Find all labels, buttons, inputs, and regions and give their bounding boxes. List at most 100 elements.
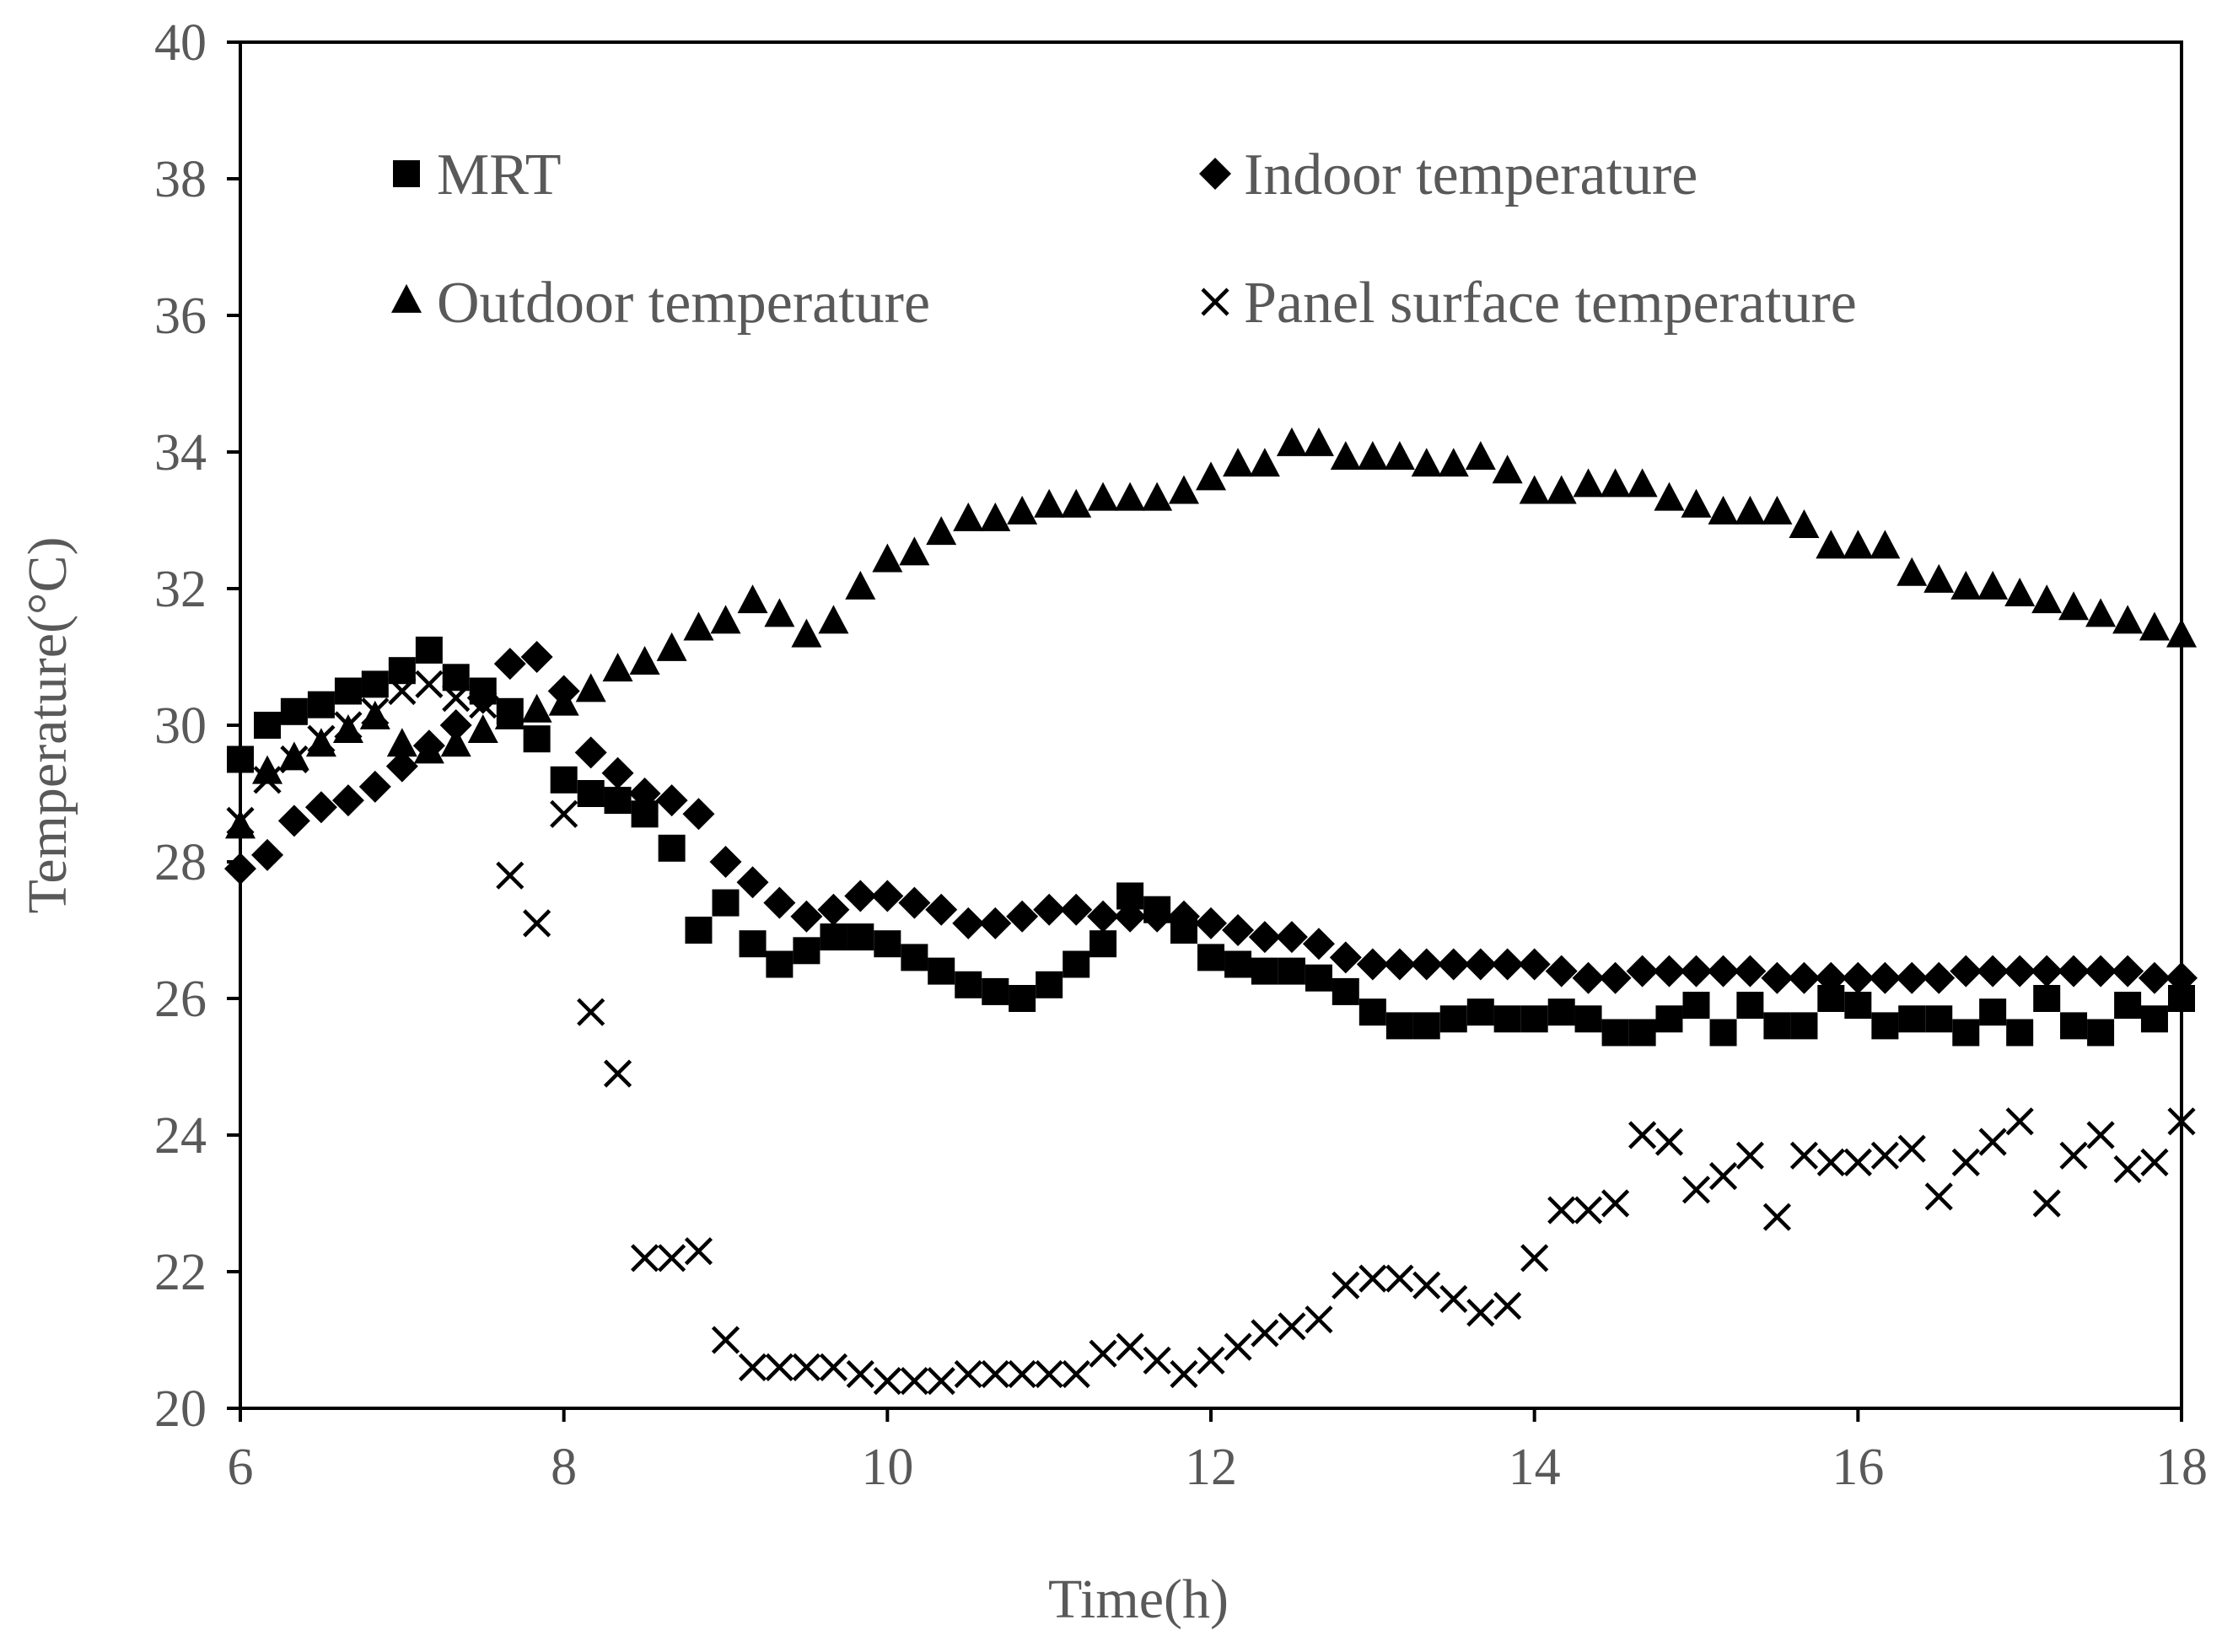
data-point (712, 889, 740, 917)
data-point (1088, 482, 1119, 511)
data-point (1923, 563, 1955, 593)
data-point (466, 681, 499, 714)
data-point (1060, 893, 1093, 926)
data-point (900, 1367, 928, 1396)
data-point (1305, 964, 1332, 992)
data-point (2112, 605, 2144, 634)
data-point (1358, 998, 1386, 1026)
data-point (1492, 455, 1523, 484)
data-point (1520, 1244, 1549, 1273)
data-point (709, 846, 742, 878)
data-point (791, 618, 822, 648)
data-point (1952, 1019, 1980, 1047)
data-point (1870, 1141, 1899, 1170)
data-point (1923, 961, 1956, 994)
data-point (1736, 992, 1764, 1020)
y-tick-label: 36 (154, 288, 207, 345)
data-point (2006, 1019, 2034, 1047)
data-point (901, 944, 928, 971)
data-point (1439, 1284, 1468, 1313)
data-point (1168, 475, 1199, 504)
data-point (1843, 1148, 1872, 1176)
data-point (711, 1326, 740, 1354)
data-point (1491, 948, 1524, 981)
data-point (602, 653, 633, 682)
data-point (1843, 530, 1874, 559)
data-point (1708, 1162, 1738, 1191)
data-point (1197, 1346, 1225, 1375)
data-point (1251, 1319, 1279, 1348)
y-axis-title: Temperature(°C) (17, 537, 78, 914)
data-point (1519, 475, 1550, 504)
data-point (1276, 427, 1307, 456)
data-point (307, 691, 335, 718)
x-tick-label: 8 (551, 1439, 577, 1496)
data-point (227, 745, 254, 773)
data-point (1437, 948, 1470, 981)
data-point (1248, 921, 1281, 954)
data-point (1223, 448, 1254, 477)
data-point (765, 1353, 794, 1381)
data-point (2086, 1121, 2115, 1149)
legend-label: Outdoor temperature (437, 271, 930, 336)
data-point (361, 697, 390, 726)
x-tick-label: 18 (2155, 1439, 2208, 1496)
data-point (1788, 961, 1821, 994)
data-point (334, 677, 362, 705)
data-point (1329, 941, 1362, 974)
data-point (604, 787, 632, 815)
y-axis-tick-labels: 20 22 24 26 28 30 32 34 36 38 40 (154, 14, 207, 1438)
data-point (521, 693, 552, 723)
data-point (225, 810, 256, 839)
data-point (1033, 893, 1066, 926)
data-point (550, 799, 578, 828)
data-point (2167, 1107, 2196, 1136)
data-point (1167, 900, 1200, 933)
data-point (358, 770, 391, 803)
data-point (820, 923, 847, 951)
data-point (254, 712, 282, 739)
data-point (550, 766, 578, 794)
x-tick-label: 6 (228, 1439, 254, 1496)
x-axis-title: Time(h) (1048, 1569, 1229, 1630)
data-point (873, 1367, 901, 1396)
legend-label: MRT (437, 143, 562, 207)
y-tick-label: 30 (154, 697, 207, 755)
data-point (1412, 1271, 1441, 1300)
data-point (280, 745, 309, 774)
data-point (2085, 598, 2117, 627)
data-point (819, 1353, 848, 1381)
data-point (979, 907, 1012, 939)
data-point (1278, 1312, 1306, 1341)
data-point (871, 880, 904, 912)
data-point (1977, 570, 2009, 600)
data-point (1628, 1019, 1656, 1047)
legend-marker (1201, 288, 1229, 316)
data-point (925, 893, 958, 926)
data-point (331, 784, 364, 817)
data-point (1222, 914, 1255, 946)
y-tick-label: 32 (154, 561, 207, 618)
data-point (252, 755, 283, 784)
data-point (251, 838, 284, 871)
y-tick-label: 20 (154, 1380, 207, 1438)
data-point (2166, 618, 2197, 648)
data-point (1089, 1339, 1117, 1368)
data-point (1115, 482, 1146, 511)
data-point (1357, 441, 1388, 471)
data-point (1493, 1291, 1522, 1321)
data-point (1275, 921, 1308, 954)
data-point (1547, 998, 1575, 1026)
data-point (1114, 900, 1147, 933)
data-point (305, 728, 336, 757)
data-point (496, 861, 525, 890)
data-point (792, 1353, 821, 1381)
data-point (2059, 1141, 2088, 1170)
data-point (2113, 1154, 2142, 1184)
data-point (981, 1359, 1009, 1389)
data-point (629, 646, 660, 675)
data-point (413, 735, 444, 764)
data-point (1601, 1019, 1629, 1047)
data-point (2140, 1148, 2169, 1176)
data-point (710, 605, 741, 634)
